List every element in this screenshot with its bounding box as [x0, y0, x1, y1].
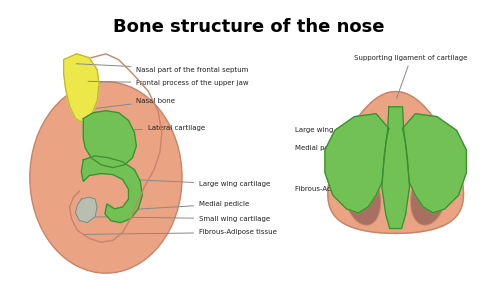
Text: Frontal process of the upper jaw: Frontal process of the upper jaw [88, 80, 249, 86]
Polygon shape [64, 54, 99, 122]
Ellipse shape [344, 165, 381, 225]
Text: Small wing cartilage: Small wing cartilage [90, 216, 270, 222]
Text: Medial pedicle: Medial pedicle [112, 201, 250, 211]
Polygon shape [328, 92, 464, 233]
Ellipse shape [410, 165, 448, 225]
Polygon shape [76, 197, 97, 223]
Text: Large wing cartilage: Large wing cartilage [296, 128, 366, 136]
Text: Nasal bone: Nasal bone [96, 98, 176, 108]
Polygon shape [402, 114, 466, 213]
Text: Fibrous-Adipose tissue: Fibrous-Adipose tissue [296, 181, 374, 192]
Polygon shape [325, 114, 389, 213]
Text: Supporting ligament of cartilage: Supporting ligament of cartilage [354, 55, 468, 98]
Polygon shape [382, 107, 409, 229]
Text: Nasal part of the frontal septum: Nasal part of the frontal septum [76, 64, 248, 73]
Polygon shape [84, 111, 136, 168]
Text: Bone structure of the nose: Bone structure of the nose [112, 19, 384, 37]
Text: Medial pedicle: Medial pedicle [296, 145, 346, 152]
Ellipse shape [30, 82, 182, 273]
Polygon shape [82, 156, 142, 223]
Text: Lateral cartilage: Lateral cartilage [114, 125, 206, 131]
Text: Large wing cartilage: Large wing cartilage [132, 180, 270, 188]
Text: Fibrous-Adipose tissue: Fibrous-Adipose tissue [84, 230, 277, 236]
